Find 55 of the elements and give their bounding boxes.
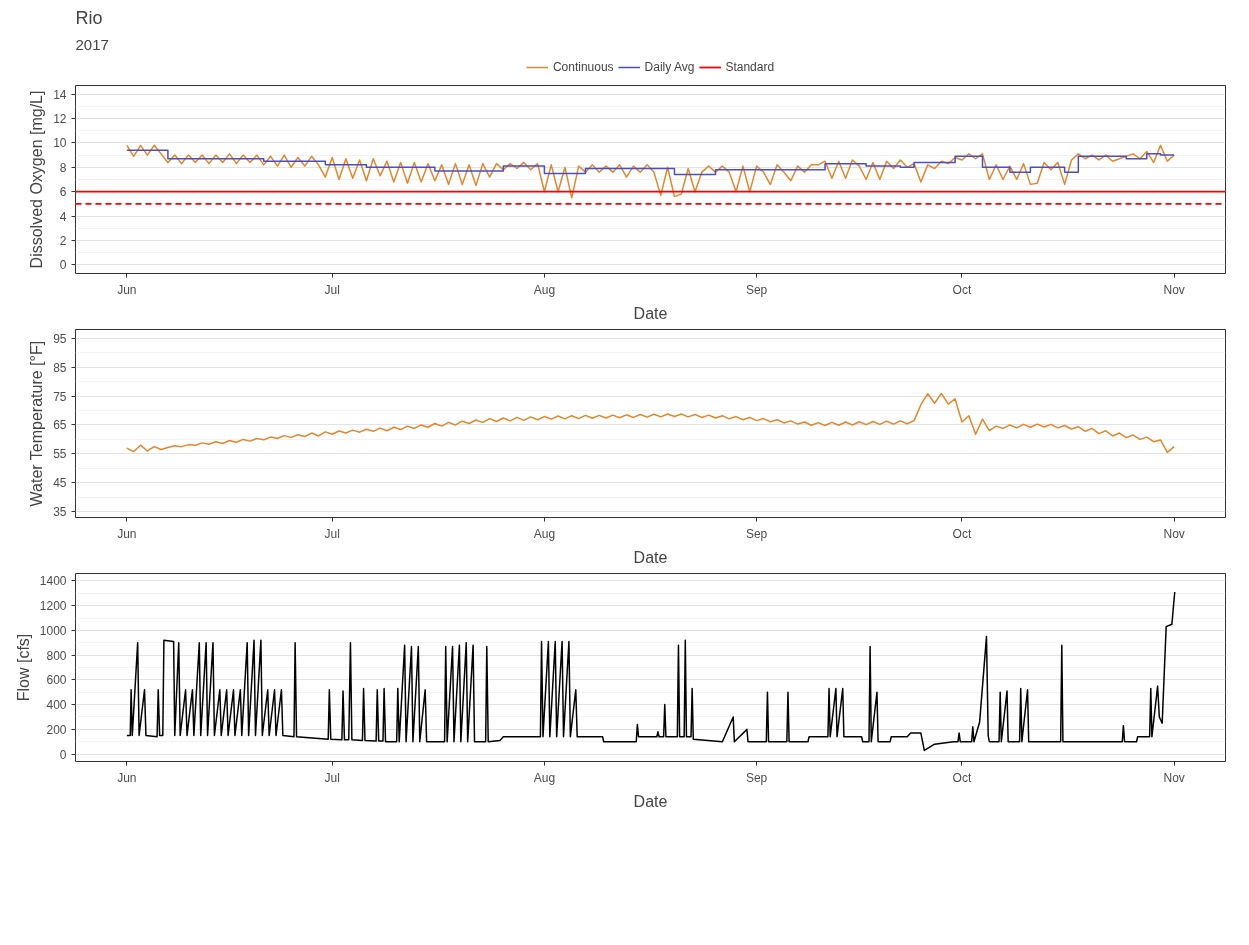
x-axis-title: Date [633,304,668,322]
y-tick-label: 2 [59,234,67,249]
x-tick-label: Jul [324,526,340,541]
y-axis-title: Flow [cfs] [14,633,32,702]
x-tick-label: Jul [324,282,340,297]
y-tick-label: 0 [59,258,67,273]
x-tick-label: Aug [533,526,556,541]
y-tick-label: 35 [53,505,67,520]
legend-label: Standard [725,60,775,74]
y-tick-label: 1000 [39,623,67,638]
x-tick-label: Oct [952,526,972,541]
y-tick-label: 14 [53,87,67,102]
y-tick-label: 6 [59,185,67,200]
x-tick-label: Aug [533,282,556,297]
x-tick-label: Sep [745,526,768,541]
y-tick-label: 95 [53,331,67,346]
x-tick-label: Nov [1163,526,1185,541]
x-tick-label: Nov [1163,282,1185,297]
x-tick-label: Nov [1163,770,1185,785]
x-tick-label: Aug [533,770,556,785]
y-tick-label: 85 [53,360,67,375]
y-tick-label: 200 [46,722,67,737]
y-tick-label: 400 [46,698,67,713]
chart-subtitle: 2017 [75,35,109,53]
x-tick-label: Jun [117,526,137,541]
legend-label: Continuous [552,60,614,74]
x-tick-label: Sep [745,770,768,785]
y-tick-label: 1400 [39,574,67,589]
y-axis-title: Dissolved Oxygen [mg/L] [28,90,46,269]
line-series [126,144,1175,199]
y-tick-label: 75 [53,389,67,404]
legend-label: Daily Avg [644,60,695,74]
y-tick-label: 65 [53,418,67,433]
x-axis-title: Date [633,792,668,810]
line-series [126,591,1176,752]
y-tick-label: 55 [53,447,67,462]
x-tick-label: Jun [117,770,137,785]
x-tick-label: Oct [952,770,972,785]
x-tick-label: Oct [952,282,972,297]
y-tick-label: 12 [53,111,67,126]
y-tick-label: 10 [53,136,67,151]
chart-title: Rio [75,7,103,28]
x-tick-label: Jul [324,770,340,785]
y-tick-label: 600 [46,673,67,688]
y-tick-label: 8 [59,160,67,175]
x-tick-label: Jun [117,282,137,297]
y-tick-label: 45 [53,476,67,491]
y-axis-title: Water Temperature [°F] [28,340,46,507]
y-tick-label: 800 [46,648,67,663]
y-tick-label: 4 [59,209,67,224]
line-series [126,392,1175,454]
x-axis-title: Date [633,548,668,566]
x-tick-label: Sep [745,282,768,297]
y-tick-label: 1200 [39,599,67,614]
y-tick-label: 0 [59,747,67,762]
